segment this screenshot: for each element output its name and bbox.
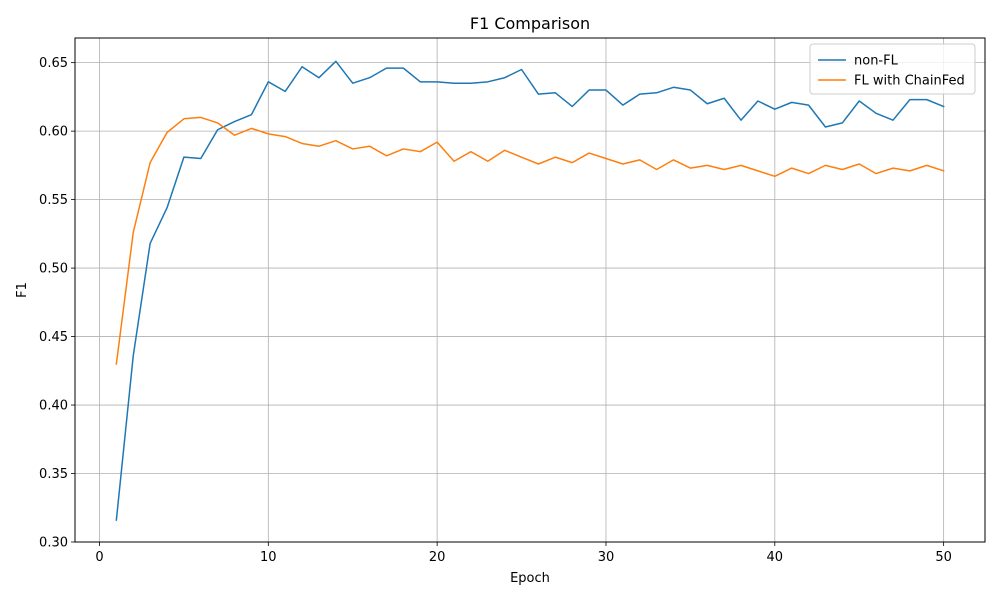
x-tick-label: 10 xyxy=(260,550,277,565)
x-tick-label: 30 xyxy=(598,550,615,565)
grid xyxy=(75,38,985,543)
y-tick-label: 0.50 xyxy=(39,262,68,277)
y-tick-label: 0.65 xyxy=(39,56,68,71)
x-axis-label: Epoch xyxy=(510,571,550,586)
legend: non-FL FL with ChainFed xyxy=(809,43,976,95)
x-tick-label: 50 xyxy=(935,550,952,565)
y-tick-label: 0.45 xyxy=(39,330,68,345)
x-tick-label: 0 xyxy=(95,550,103,565)
chart-title: F1 Comparison xyxy=(470,14,590,33)
legend-label: FL with ChainFed xyxy=(854,74,965,89)
x-tick-label: 20 xyxy=(429,550,446,565)
y-tick-label: 0.55 xyxy=(39,193,68,208)
x-tick-label: 40 xyxy=(767,550,784,565)
legend-label: non-FL xyxy=(854,54,899,69)
legend-box xyxy=(809,43,976,95)
y-tick-label: 0.40 xyxy=(39,399,68,414)
y-tick-label: 0.35 xyxy=(39,467,68,482)
y-tick-label: 0.30 xyxy=(39,536,68,551)
series-group xyxy=(115,60,945,521)
ticks: 0 10 20 30 40 50 0.30 0.35 0.40 0.45 0.50 0.55 0.60 0… xyxy=(39,56,952,565)
series-line-non-fl xyxy=(115,60,945,521)
y-axis-label: F1 xyxy=(15,282,30,298)
y-tick-label: 0.60 xyxy=(39,125,68,140)
plot-frame xyxy=(74,37,986,543)
series-line-fl-with-chainfed xyxy=(115,116,945,365)
